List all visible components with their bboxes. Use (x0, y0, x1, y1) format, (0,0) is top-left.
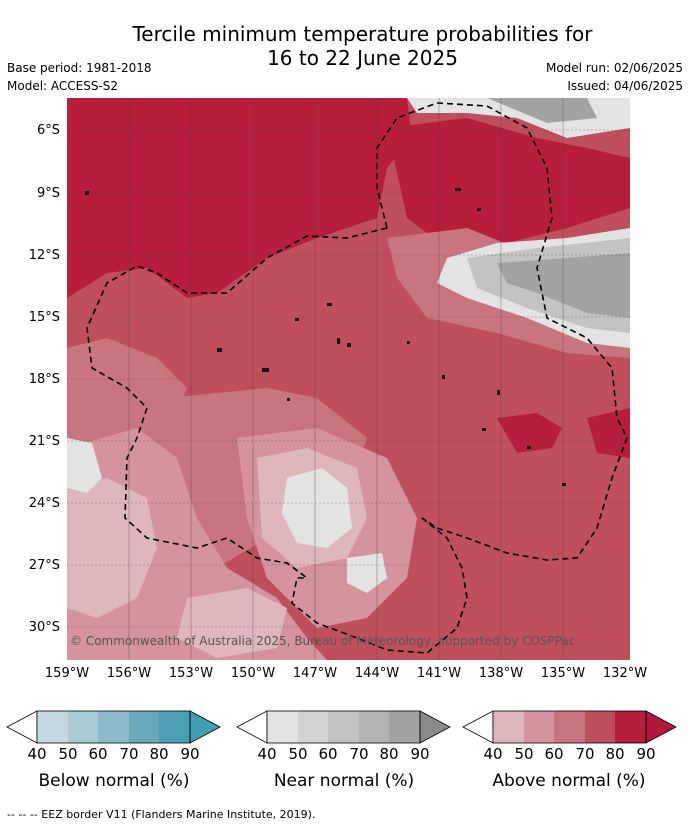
region-above-80-east (587, 408, 630, 458)
eez-border-west (86, 227, 388, 579)
lat-label: 9°S (36, 186, 60, 201)
colorbar-near-title: Near normal (%) (273, 771, 415, 791)
colorbar-near-lower-arrow (236, 710, 268, 744)
eez-border-north (376, 102, 628, 561)
colorbar-tick: 80 (379, 745, 399, 763)
colorbar-tick: 60 (544, 745, 564, 763)
colorbar-tick: 70 (349, 745, 369, 763)
lon-label: 159°W (44, 666, 90, 681)
colorbar-near-swatch-5 (389, 711, 420, 743)
colorbar-above-swatch-3 (554, 711, 585, 743)
lat-label: 27°S (28, 558, 60, 573)
eez-footnote: -- -- -- EEZ border V11 (Flanders Marine… (7, 808, 316, 821)
region-above-40-southwest (67, 478, 157, 618)
lon-label: 156°W (106, 666, 152, 681)
colorbar-near-normal (236, 710, 451, 744)
colorbar-tick: 60 (318, 745, 338, 763)
lat-label: 12°S (28, 248, 60, 263)
lon-label: 147°W (292, 666, 338, 681)
colorbar-tick: 70 (575, 745, 595, 763)
colorbar-below-swatch-1 (37, 711, 68, 743)
colorbar-tick: 80 (149, 745, 169, 763)
colorbar-above-swatch-2 (524, 711, 554, 743)
colorbar-tick: 50 (288, 745, 308, 763)
lon-label: 144°W (354, 666, 400, 681)
colorbar-below-normal (6, 710, 221, 744)
region-above-80-north (67, 98, 412, 298)
region-near-central (282, 468, 352, 548)
meta-right: Model run: 02/06/2025 Issued: 04/06/2025 (546, 59, 683, 95)
region-above-80-small (497, 413, 562, 453)
colorbar-above-swatch-5 (615, 711, 646, 743)
colorbar-tick: 70 (119, 745, 139, 763)
colorbar-above-swatch-4 (585, 711, 615, 743)
base-period-text: Base period: 1981-2018 (7, 61, 152, 75)
colorbar-above-upper-arrow (645, 710, 677, 744)
islands (85, 188, 566, 486)
colorbar-below-swatch-5 (159, 711, 190, 743)
region-near-west (67, 438, 102, 493)
colorbar-group (6, 710, 677, 744)
colorbar-below-upper-arrow (189, 710, 221, 744)
colorbar-above-lower-arrow (462, 710, 494, 744)
region-above-40-south (177, 588, 287, 658)
colorbar-below-lower-arrow (6, 710, 38, 744)
colorbar-below-title: Below normal (%) (38, 771, 190, 791)
lon-label: 138°W (478, 666, 524, 681)
probability-map (67, 98, 630, 660)
colorbar-tick: 60 (88, 745, 108, 763)
colorbar-near-swatch-1 (267, 711, 298, 743)
colorbar-near-swatch-4 (359, 711, 389, 743)
colorbar-tick: 50 (58, 745, 78, 763)
issued-text: Issued: 04/06/2025 (567, 79, 683, 93)
lat-label: 24°S (28, 496, 60, 511)
lon-label: 150°W (230, 666, 276, 681)
lon-label: 141°W (416, 666, 462, 681)
model-text: Model: ACCESS-S2 (7, 79, 119, 93)
lat-label: 18°S (28, 372, 60, 387)
region-above-80-northeast (387, 118, 630, 248)
colorbar-tick: 90 (410, 745, 430, 763)
colorbar-tick: 90 (636, 745, 656, 763)
colorbar-tick: 90 (180, 745, 200, 763)
lon-label: 135°W (540, 666, 586, 681)
lat-label: 6°S (36, 123, 60, 138)
meta-left: Base period: 1981-2018 Model: ACCESS-S2 (7, 59, 152, 95)
lat-label: 21°S (28, 434, 60, 449)
model-run-text: Model run: 02/06/2025 (545, 61, 683, 75)
region-near-east-dark (497, 253, 630, 318)
title-line-2: 16 to 22 June 2025 (267, 46, 458, 70)
title-line-1: Tercile minimum temperature probabilitie… (132, 22, 593, 46)
colorbar-tick: 50 (514, 745, 534, 763)
colorbar-tick: 80 (605, 745, 625, 763)
colorbar-near-upper-arrow (419, 710, 451, 744)
colorbar-above-title: Above normal (%) (492, 771, 646, 791)
colorbar-below-swatch-4 (129, 711, 159, 743)
colorbar-near-swatch-3 (328, 711, 359, 743)
colorbar-tick: 40 (27, 745, 47, 763)
lat-label: 30°S (28, 620, 60, 635)
lon-label: 153°W (168, 666, 214, 681)
graticule (67, 98, 630, 660)
colorbar-near-swatch-2 (298, 711, 328, 743)
colorbar-above-normal (462, 710, 677, 744)
colorbar-tick: 40 (257, 745, 277, 763)
lat-label: 15°S (28, 310, 60, 325)
colorbar-below-swatch-2 (68, 711, 98, 743)
map-title: Tercile minimum temperature probabilitie… (0, 22, 690, 70)
copyright-credit: © Commonwealth of Australia 2025, Bureau… (70, 634, 576, 648)
region-near-north-dark (487, 98, 597, 123)
colorbar-above-swatch-1 (493, 711, 524, 743)
colorbar-tick: 40 (483, 745, 503, 763)
colorbar-below-swatch-3 (98, 711, 129, 743)
lon-label: 132°W (602, 666, 648, 681)
